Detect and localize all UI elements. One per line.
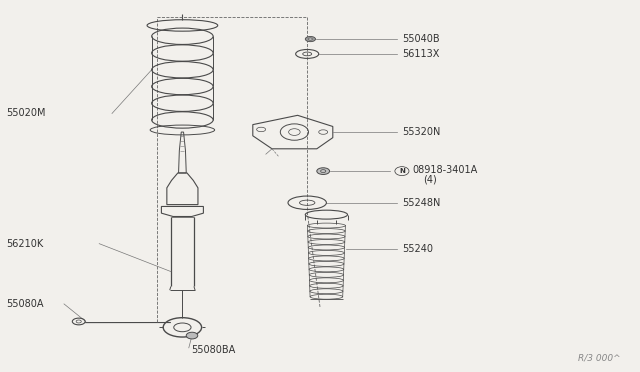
Text: 55080A: 55080A: [6, 299, 44, 309]
Text: 55040B: 55040B: [402, 34, 440, 44]
Text: 56210K: 56210K: [6, 239, 44, 248]
Text: 08918-3401A: 08918-3401A: [412, 165, 477, 174]
Ellipse shape: [186, 332, 198, 339]
Text: 55248N: 55248N: [402, 198, 440, 208]
Text: 55240: 55240: [402, 244, 433, 254]
Text: 55320N: 55320N: [402, 127, 440, 137]
Text: (4): (4): [423, 174, 436, 184]
Ellipse shape: [317, 168, 330, 174]
Text: N: N: [399, 168, 405, 174]
Text: 55020M: 55020M: [6, 109, 46, 118]
Text: 56113X: 56113X: [402, 49, 439, 59]
Ellipse shape: [308, 38, 312, 40]
Ellipse shape: [305, 36, 316, 42]
Text: R/3 000^: R/3 000^: [578, 354, 621, 363]
Text: 55080BA: 55080BA: [191, 346, 235, 355]
